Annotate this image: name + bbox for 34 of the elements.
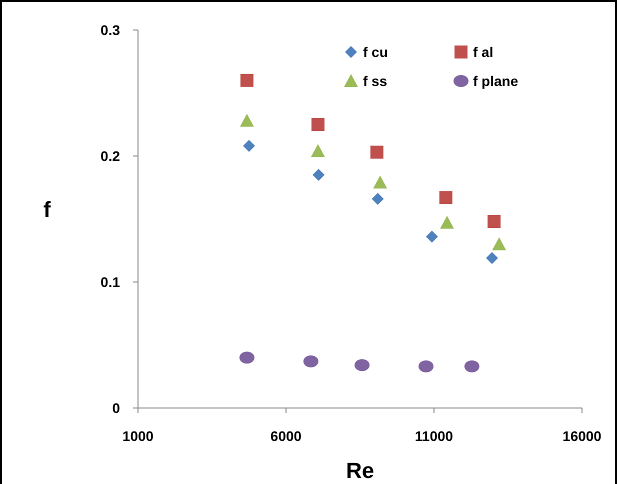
point: [488, 215, 501, 228]
point: [439, 191, 452, 204]
point: [240, 74, 254, 87]
y-tick-label: 0.1: [100, 274, 120, 290]
x-tick-label: 6000: [270, 428, 302, 444]
point: [311, 118, 324, 131]
point: [372, 192, 384, 205]
point: [492, 237, 506, 250]
x-tick-label: 1000: [122, 428, 154, 444]
x-tick-label: 16000: [562, 428, 602, 444]
point: [426, 230, 438, 243]
legend-label: f ss: [363, 72, 388, 89]
x-tick-label: 11000: [414, 428, 454, 444]
point: [310, 144, 325, 157]
legend-label: f plane: [473, 72, 518, 89]
x-axis-title: Re: [346, 458, 374, 483]
legend-label: f al: [473, 44, 494, 60]
y-tick-label: 0.3: [100, 22, 120, 38]
point: [486, 252, 498, 264]
point: [243, 140, 255, 152]
y-tick-label: 0: [112, 400, 120, 416]
y-axis-title: f: [43, 197, 52, 222]
point: [239, 352, 254, 364]
point: [312, 168, 325, 181]
legend-label: f cu: [363, 44, 388, 60]
point: [370, 146, 384, 159]
point: [373, 175, 388, 188]
point: [418, 360, 434, 372]
y-tick-label: 0.2: [100, 148, 120, 164]
point: [440, 216, 454, 229]
point: [303, 355, 318, 368]
point: [464, 360, 480, 372]
point: [354, 359, 370, 372]
point: [240, 114, 254, 127]
